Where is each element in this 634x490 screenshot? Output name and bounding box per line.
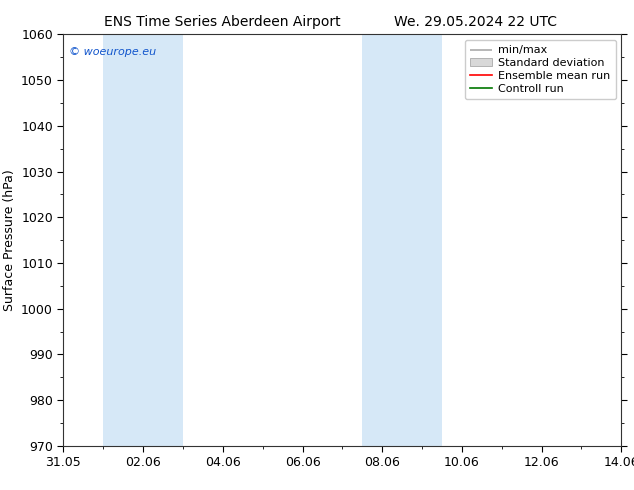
Legend: min/max, Standard deviation, Ensemble mean run, Controll run: min/max, Standard deviation, Ensemble me… xyxy=(465,40,616,99)
Bar xyxy=(362,34,442,446)
Text: ENS Time Series Aberdeen Airport: ENS Time Series Aberdeen Airport xyxy=(103,15,340,29)
Bar xyxy=(103,34,183,446)
Text: We. 29.05.2024 22 UTC: We. 29.05.2024 22 UTC xyxy=(394,15,557,29)
Text: © woeurope.eu: © woeurope.eu xyxy=(69,47,156,57)
Y-axis label: Surface Pressure (hPa): Surface Pressure (hPa) xyxy=(3,169,16,311)
